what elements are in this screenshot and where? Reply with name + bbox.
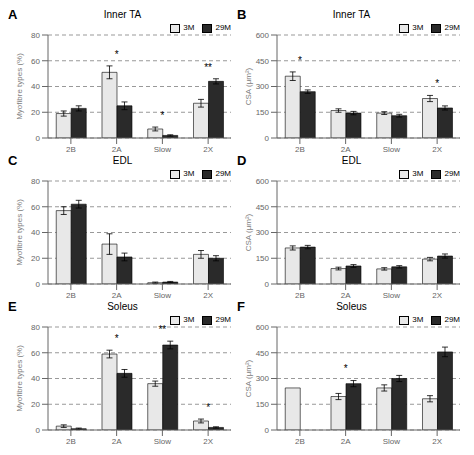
svg-text:*: * [344,363,348,374]
html-text:29M: 29M [444,169,460,178]
svg-text:150: 150 [256,400,270,409]
svg-text:450: 450 [256,57,270,66]
svg-text:2A: 2A [341,291,351,300]
svg-text:300: 300 [256,374,270,383]
svg-text:*: * [160,110,164,121]
svg-text:300: 300 [256,82,270,91]
svg-text:Myofibre types (%): Myofibre types (%) [15,199,24,266]
svg-text:Slow: Slow [154,291,172,300]
svg-text:2B: 2B [66,437,76,446]
svg-text:20: 20 [31,254,40,263]
svg-text:2A: 2A [341,145,351,154]
svg-text:Myofibre types (%): Myofibre types (%) [15,53,24,120]
html-text:Inner TA: Inner TA [332,9,371,20]
svg-text:2B: 2B [295,145,305,154]
svg-text:Slow: Slow [383,437,401,446]
svg-text:CSA (μm²): CSA (μm²) [244,359,253,397]
svg-text:*: * [115,49,119,60]
svg-text:*: * [435,78,439,89]
svg-text:2B: 2B [66,145,76,154]
svg-text:**: ** [158,324,166,335]
svg-text:CSA (μm²): CSA (μm²) [244,213,253,251]
svg-text:0: 0 [265,280,270,289]
svg-text:60: 60 [31,57,40,66]
svg-text:2X: 2X [203,145,213,154]
svg-text:0: 0 [36,134,41,143]
svg-text:2X: 2X [203,291,213,300]
svg-text:Myofibre types (%): Myofibre types (%) [15,345,24,412]
svg-text:2A: 2A [341,437,351,446]
svg-text:2X: 2X [203,437,213,446]
svg-text:450: 450 [256,203,270,212]
svg-text:2A: 2A [112,291,122,300]
svg-text:40: 40 [31,82,40,91]
svg-text:2A: 2A [112,145,122,154]
svg-text:CSA (μm²): CSA (μm²) [244,67,253,105]
svg-text:600: 600 [256,323,270,332]
html-text:3M: 3M [183,169,195,178]
svg-text:20: 20 [31,108,40,117]
svg-text:0: 0 [265,134,270,143]
svg-text:600: 600 [256,31,270,40]
html-text:3M: 3M [412,23,424,32]
svg-text:80: 80 [31,177,40,186]
svg-text:0: 0 [265,426,270,435]
html-text:E: E [8,299,17,314]
svg-text:60: 60 [31,203,40,212]
svg-text:0: 0 [36,426,41,435]
svg-text:*: * [298,55,302,66]
html-text:3M: 3M [412,169,424,178]
svg-text:40: 40 [31,228,40,237]
html-text:29M: 29M [444,315,460,324]
html-text:EDL: EDL [341,155,362,166]
html-text:29M: 29M [215,23,231,32]
svg-text:Slow: Slow [383,145,401,154]
svg-text:Slow: Slow [154,437,172,446]
html-text:A: A [8,7,18,22]
svg-text:**: ** [204,62,212,73]
html-text:29M: 29M [215,169,231,178]
html-text:3M: 3M [183,315,195,324]
html-text:29M: 29M [444,23,460,32]
svg-text:2X: 2X [432,437,442,446]
svg-text:*: * [206,402,210,413]
svg-text:150: 150 [256,108,270,117]
html-text:Soleus: Soleus [336,301,367,312]
html-text:Soleus: Soleus [107,301,138,312]
svg-text:2B: 2B [66,291,76,300]
html-text:EDL: EDL [112,155,133,166]
svg-text:2B: 2B [295,291,305,300]
html-text:29M: 29M [215,315,231,324]
svg-text:Slow: Slow [383,291,401,300]
svg-text:40: 40 [31,374,40,383]
svg-text:150: 150 [256,254,270,263]
svg-text:60: 60 [31,349,40,358]
svg-text:80: 80 [31,31,40,40]
svg-text:2A: 2A [112,437,122,446]
html-text:C: C [8,153,18,168]
html-text:B: B [237,7,247,22]
svg-text:2B: 2B [295,437,305,446]
svg-text:80: 80 [31,323,40,332]
svg-text:2X: 2X [432,291,442,300]
html-text:3M: 3M [183,23,195,32]
html-text:3M: 3M [412,315,424,324]
svg-text:2X: 2X [432,145,442,154]
svg-text:20: 20 [31,400,40,409]
svg-text:300: 300 [256,228,270,237]
svg-text:*: * [115,333,119,344]
svg-text:Slow: Slow [154,145,172,154]
html-text:D: D [237,153,247,168]
svg-text:450: 450 [256,349,270,358]
html-text:Inner TA: Inner TA [103,9,142,20]
svg-text:0: 0 [36,280,41,289]
html-text:F: F [237,299,245,314]
svg-text:600: 600 [256,177,270,186]
